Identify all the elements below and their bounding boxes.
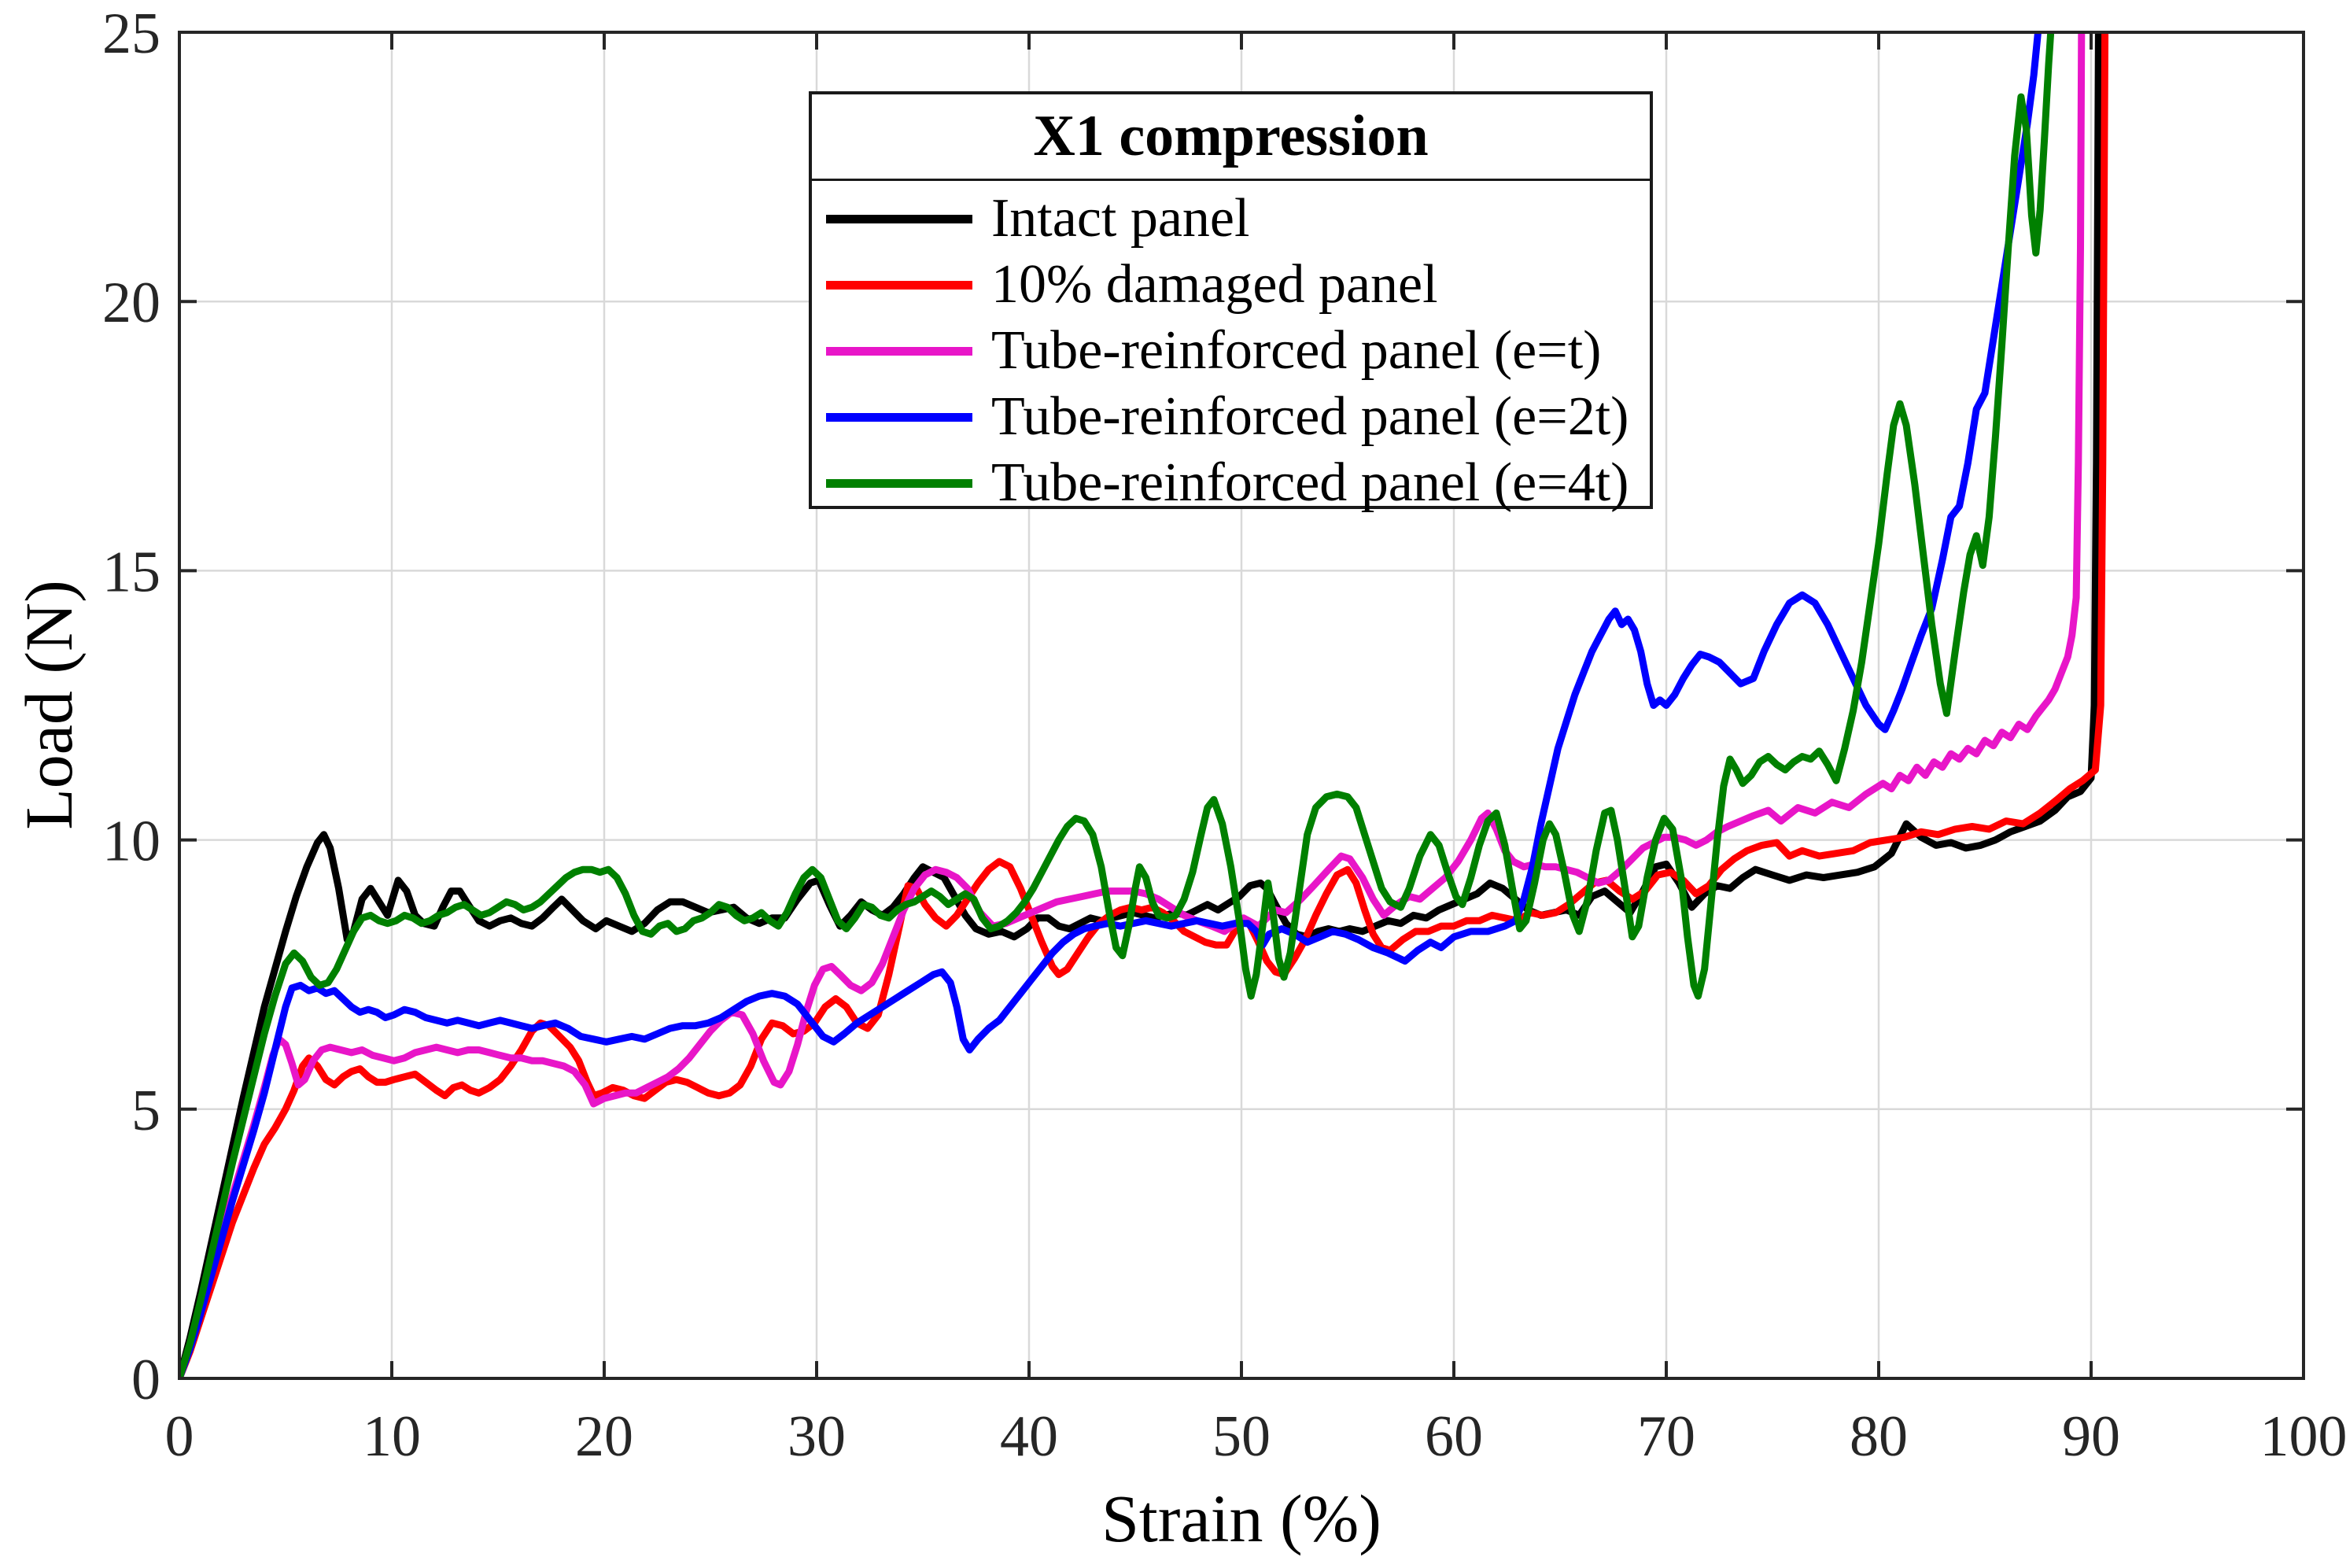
x-tick-label: 20 [575, 1404, 633, 1469]
legend-item-label: Tube-reinforced panel (e=4t) [991, 452, 1629, 513]
x-tick-label: 40 [1000, 1404, 1058, 1469]
y-tick-label: 20 [102, 271, 160, 335]
legend-swatch-line [826, 214, 972, 223]
x-tick-label: 100 [2260, 1404, 2346, 1469]
legend-swatch-line [826, 280, 972, 290]
y-tick-label: 25 [102, 2, 160, 66]
x-tick-label: 80 [1850, 1404, 1908, 1469]
legend-swatch-line [826, 346, 972, 356]
y-tick-label: 5 [131, 1079, 160, 1143]
x-tick-label: 0 [165, 1404, 194, 1469]
y-axis-label: Load (N) [11, 580, 87, 830]
legend-item-3: Tube-reinforced panel (e=2t) [812, 384, 1650, 450]
x-tick-label: 90 [2062, 1404, 2120, 1469]
legend-title: X1 compression [1033, 104, 1429, 168]
legend-item-0: Intact panel [812, 186, 1650, 252]
x-tick-label: 70 [1637, 1404, 1695, 1469]
legend-entries: Intact panel 10% damaged panel Tube-reinfo… [812, 181, 1650, 522]
y-tick-label: 15 [102, 540, 160, 604]
x-axis-label: Strain (%) [1101, 1481, 1381, 1556]
x-tick-label: 30 [788, 1404, 846, 1469]
x-tick-label: 60 [1425, 1404, 1483, 1469]
legend-item-label: Tube-reinforced panel (e=t) [991, 320, 1602, 381]
x-tick-label: 10 [363, 1404, 421, 1469]
series-intact-panel [179, 32, 2102, 1378]
y-tick-label: 0 [131, 1348, 160, 1412]
series-tube-reinforced-panel-e-2t- [179, 32, 2042, 1378]
x-tick-label: 50 [1212, 1404, 1271, 1469]
legend-swatch-line [826, 478, 972, 488]
legend-item-label: Tube-reinforced panel (e=2t) [991, 386, 1629, 447]
legend-box: X1 compression Intact panel 10% damaged p… [809, 91, 1653, 513]
legend-item-1: 10% damaged panel [812, 252, 1650, 318]
series-tube-reinforced-panel-e-t- [179, 32, 2086, 1378]
legend-title-row: X1 compression [812, 94, 1650, 181]
legend-item-2: Tube-reinforced panel (e=t) [812, 318, 1650, 384]
legend-item-label: Intact panel [991, 188, 1250, 249]
series-tube-reinforced-panel-e-4t- [179, 32, 2055, 1378]
legend-item-label: 10% damaged panel [991, 254, 1438, 315]
legend-swatch-line [826, 412, 972, 422]
y-tick-label: 10 [102, 810, 160, 874]
legend-item-4: Tube-reinforced panel (e=4t) [812, 450, 1650, 516]
